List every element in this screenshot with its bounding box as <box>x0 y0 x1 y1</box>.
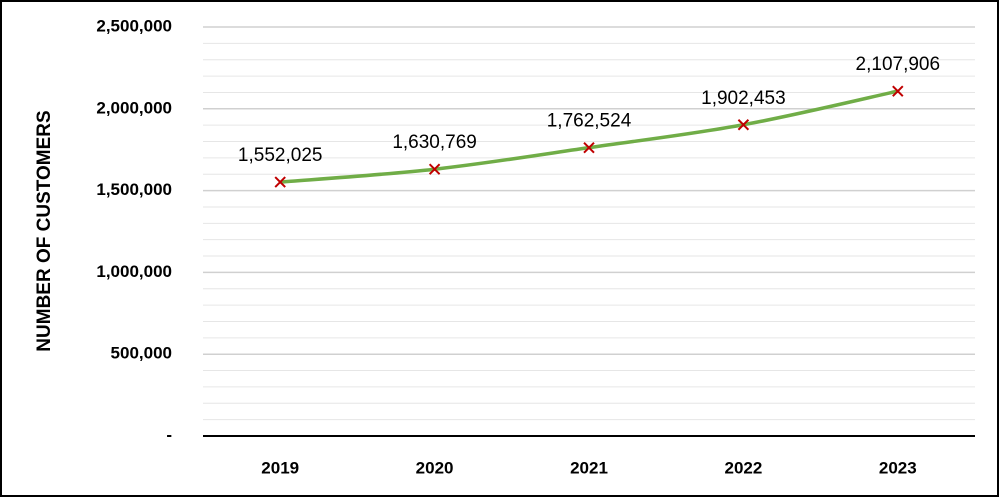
marker <box>737 119 750 131</box>
y-tick-label: 1,000,000 <box>96 262 172 281</box>
data-label: 1,902,453 <box>701 88 786 109</box>
marker <box>583 141 595 154</box>
y-tick-label: 500,000 <box>111 344 172 363</box>
marker <box>428 163 441 175</box>
y-tick-label: 2,500,000 <box>96 16 172 35</box>
x-tick-label: 2019 <box>261 458 299 477</box>
data-label: 2,107,906 <box>856 54 941 75</box>
y-tick-label: 1,500,000 <box>96 180 172 199</box>
marker <box>892 85 904 97</box>
y-tick-label: - <box>166 425 172 444</box>
y-axis-title: NUMBER OF CUSTOMERS <box>34 110 55 351</box>
data-label: 1,552,025 <box>238 145 323 166</box>
x-tick-label: 2020 <box>416 458 454 477</box>
marker <box>274 176 286 188</box>
data-label: 1,762,524 <box>547 111 632 132</box>
x-tick-label: 2022 <box>724 458 762 477</box>
x-tick-label: 2021 <box>570 458 608 477</box>
y-tick-label: 2,000,000 <box>96 98 172 117</box>
x-tick-label: 2023 <box>879 458 917 477</box>
data-label: 1,630,769 <box>392 132 477 153</box>
